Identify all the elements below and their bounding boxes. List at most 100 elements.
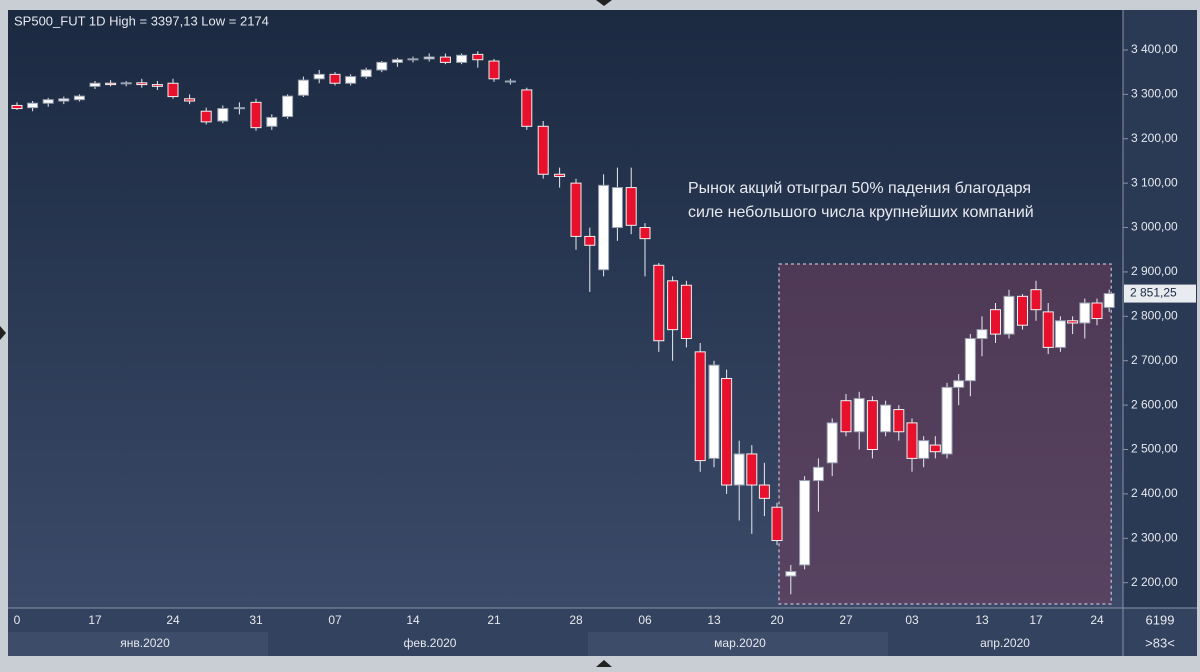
last-price-box [1124,284,1196,303]
month-label: апр.2020 [980,636,1030,650]
candle-body [708,364,720,459]
candle-body [11,104,23,110]
candle-body [329,73,341,84]
y-tick-label: 3 100,00 [1131,175,1178,189]
candle-body [1079,302,1091,324]
candle-body [746,453,758,486]
candle-body [73,95,85,101]
candle-body [680,284,692,340]
candle-body [282,95,294,118]
x-tick-label: 14 [406,613,420,627]
candle-body [376,61,388,71]
candle-body [391,59,403,63]
candle-body [151,84,163,87]
month-label: фев.2020 [404,636,457,650]
candle-body [990,309,1001,335]
candle-body [537,125,549,175]
candle-body [1067,320,1079,324]
candle-body [799,480,811,566]
candle-body [1030,289,1042,311]
x-tick-label: 03 [905,613,919,627]
candle-body [941,386,953,455]
x-tick-label: 13 [707,613,721,627]
candle-body [488,60,500,80]
candle-body [360,69,372,78]
candle-body [120,82,132,85]
plot-area [8,10,1123,608]
candle-body [771,506,783,542]
candle-body [423,56,435,60]
candle-body [1054,320,1066,348]
corner-count: 6199 [1146,612,1175,627]
marker [0,326,6,340]
candle-body [1091,302,1103,320]
month-label: мар.2020 [714,636,766,650]
candle-body [439,56,451,63]
price-axis [1123,10,1197,608]
candle-body [611,187,623,229]
x-tick-label: 24 [1090,613,1104,627]
candle-body [598,184,610,271]
candle-body [584,235,596,246]
candle-body [694,351,706,462]
candle-body [554,173,566,177]
candle-body [733,453,745,486]
candle-body [826,422,838,464]
y-tick-label: 2 200,00 [1131,575,1178,589]
candle-body [1103,293,1115,308]
x-tick-label: 31 [249,613,263,627]
month-label: янв.2020 [120,636,170,650]
candle-body [570,182,582,237]
y-tick-label: 2 400,00 [1131,486,1178,500]
candle-body [1003,295,1015,335]
candle-body [853,397,865,433]
y-tick-label: 2 800,00 [1131,308,1178,322]
y-tick-label: 2 700,00 [1131,353,1178,367]
candle-body [42,99,54,104]
candle-body [866,400,878,451]
candle-body [58,98,70,102]
candle-body [250,101,262,129]
candle-body [200,110,212,123]
candle-body [918,440,930,459]
x-tick-label: 0 [14,613,21,627]
y-tick-label: 2 500,00 [1131,442,1178,456]
candle-body [407,58,419,61]
chart-title: SP500_FUT 1D High = 3397,13 Low = 2174 [14,13,269,28]
candle-body [313,73,325,80]
x-tick-label: 07 [328,613,342,627]
candle-body [167,82,179,98]
candle-body [721,377,733,486]
candle-body [266,116,278,127]
y-tick-label: 3 300,00 [1131,87,1178,101]
candle-body [233,107,245,110]
y-tick-label: 2 900,00 [1131,264,1178,278]
last-price-label: 2 851,25 [1130,286,1177,300]
x-tick-label: 28 [569,613,583,627]
candle-body [297,79,309,96]
candle-body [953,380,965,388]
candle-body [785,571,797,577]
candle-body [667,280,679,331]
candle-body [906,422,918,459]
y-tick-label: 3 400,00 [1131,42,1178,56]
month-band [588,632,888,656]
x-tick-label: 17 [1029,613,1043,627]
x-tick-label: 13 [975,613,989,627]
candle-body [456,54,468,63]
candle-body [812,466,824,482]
x-tick-label: 17 [88,613,102,627]
candle-body [136,82,148,86]
month-band [8,632,268,656]
candle-body [976,329,988,340]
annotation: силе небольшого числа крупнейших компани… [688,204,1034,221]
candle-body [89,82,101,87]
candle-body [840,400,852,433]
x-tick-label: 27 [839,613,853,627]
candle-body [929,444,941,453]
candle-body [217,108,229,122]
candle-body [893,409,905,433]
marker [596,660,612,667]
y-tick-label: 2 300,00 [1131,530,1178,544]
